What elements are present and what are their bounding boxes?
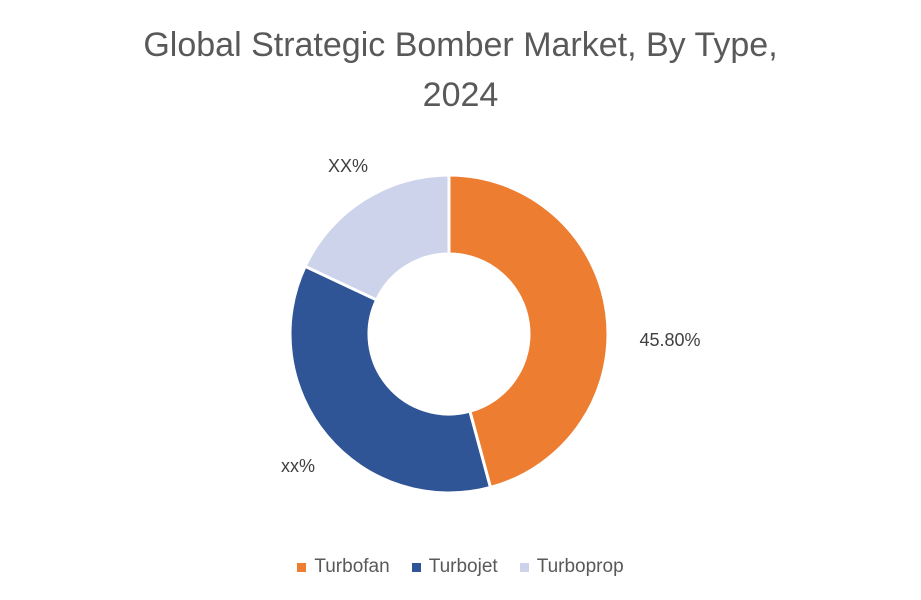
- data-label-turbofan: 45.80%: [639, 330, 700, 350]
- legend-swatch-turbofan: [297, 562, 307, 572]
- legend-swatch-turboprop: [519, 562, 529, 572]
- slice-turbofan[interactable]: [447, 173, 610, 490]
- slice-turboprop[interactable]: [303, 173, 451, 302]
- legend-item-turboprop[interactable]: Turboprop: [519, 556, 624, 578]
- legend-label-turbofan: Turbofan: [314, 556, 390, 577]
- chart-title: Global Strategic Bomber Market, By Type,…: [143, 26, 778, 114]
- labels-group: 45.80% xx% XX%: [281, 156, 701, 476]
- legend-item-turbofan[interactable]: Turbofan: [297, 556, 390, 578]
- legend: Turbofan Turbojet Turboprop: [0, 556, 921, 578]
- legend-item-turbojet[interactable]: Turbojet: [411, 556, 498, 578]
- data-label-turbojet: xx%: [281, 456, 315, 476]
- slices-group: [288, 173, 610, 495]
- legend-label-turbojet: Turbojet: [428, 556, 498, 577]
- legend-label-turboprop: Turboprop: [536, 556, 624, 577]
- data-label-turboprop: XX%: [328, 156, 368, 176]
- slice-turbojet[interactable]: [288, 264, 493, 495]
- legend-swatch-turbojet: [411, 562, 421, 572]
